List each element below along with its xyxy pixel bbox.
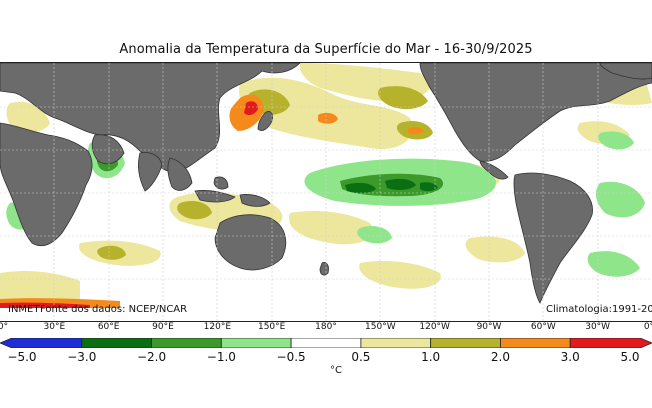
map-canvas bbox=[0, 63, 652, 321]
colorbar-tick-label: −3.0 bbox=[67, 350, 97, 364]
colorbar-segment bbox=[0, 338, 83, 348]
longitude-tick-label: 90°W bbox=[476, 322, 502, 332]
colorbar-segment bbox=[360, 338, 432, 348]
colorbar-tick-label: −1.0 bbox=[206, 350, 236, 364]
longitude-tick-label: 30°W bbox=[585, 322, 611, 332]
colorbar-tick-label: 1.0 bbox=[421, 350, 441, 364]
cold-anomaly-strong-regions bbox=[345, 178, 438, 194]
longitude-tick-label: 120°E bbox=[203, 322, 232, 332]
colorbar-tick-label: −5.0 bbox=[7, 350, 37, 364]
hot-anomaly-regions bbox=[0, 94, 424, 308]
longitude-tick-label: 30°E bbox=[43, 322, 66, 332]
colorbar-segment bbox=[569, 338, 652, 348]
colorbar-tick-label: 5.0 bbox=[620, 350, 640, 364]
agency-label: INMET bbox=[8, 304, 40, 315]
colorbar-segment bbox=[81, 338, 152, 348]
unit-label: °C bbox=[330, 365, 342, 376]
longitude-tick-label: 90°E bbox=[152, 322, 174, 332]
colorbar-tick-label: −0.5 bbox=[276, 350, 306, 364]
longitude-tick-label: 0° bbox=[0, 322, 9, 332]
colorbar-labels: −5.0 −3.0 −2.0 −1.0 −0.5 0.5 1.0 2.0 3.0 5.0 bbox=[0, 350, 652, 366]
colorbar-segment bbox=[220, 338, 292, 348]
sst-anomaly-map: INMET Fonte dos dados: NCEP/NCAR Climato… bbox=[0, 62, 652, 322]
colorbar-tick-label: −2.0 bbox=[136, 350, 167, 364]
colorbar-segment bbox=[290, 338, 362, 348]
data-source-label: Fonte dos dados: NCEP/NCAR bbox=[40, 304, 188, 315]
longitude-tick-label: 120°W bbox=[419, 322, 450, 332]
longitude-tick-label: 60°W bbox=[530, 322, 556, 332]
graticule bbox=[0, 63, 652, 321]
colorbar-tick-label: 2.0 bbox=[490, 350, 510, 364]
colorbar-tick-label: 0.5 bbox=[351, 350, 371, 364]
longitude-tick-label: 60°E bbox=[97, 322, 120, 332]
colorbar-tick-label: 3.0 bbox=[560, 350, 580, 364]
colorbar-segment bbox=[151, 338, 222, 348]
longitude-tick-label: 150°E bbox=[257, 322, 286, 332]
longitude-tick-label: 180° bbox=[315, 322, 337, 332]
longitude-tick-label: 150°W bbox=[365, 322, 396, 332]
colorbar bbox=[0, 338, 652, 348]
colorbar-segment bbox=[500, 338, 571, 348]
longitude-axis: 0° 30°E 60°E 90°E 120°E 150°E 180° 150°W 120°W 90… bbox=[0, 320, 652, 336]
map-title: Anomalia da Temperatura da Superfície do… bbox=[119, 42, 533, 57]
longitude-tick-label: 0° bbox=[643, 322, 652, 332]
continents bbox=[0, 63, 652, 304]
climatology-label: Climatologia:1991-2020 bbox=[546, 304, 652, 315]
colorbar-segment bbox=[430, 338, 501, 348]
